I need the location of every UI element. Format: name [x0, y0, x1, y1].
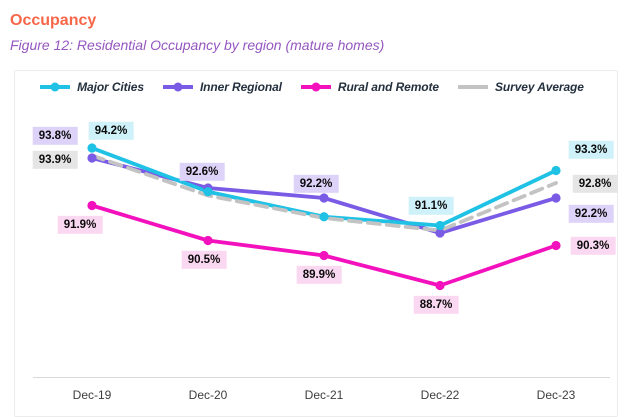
data-label-major-cities-dec-19: 94.2%: [88, 121, 134, 141]
data-label-rural-and-remote-dec-20: 90.5%: [181, 250, 227, 269]
x-axis-label-dec-19: Dec-19: [72, 388, 112, 402]
legend-label: Rural and Remote: [337, 80, 439, 94]
x-axis-label-dec-21: Dec-21: [304, 388, 344, 402]
legend-label: Major Cities: [77, 80, 144, 94]
x-axis-label-dec-23: Dec-23: [536, 388, 576, 402]
data-point-major-cities-dec-21: [319, 212, 329, 222]
legend-label: Survey Average: [494, 80, 584, 94]
legend-marker-icon: [457, 85, 488, 89]
chart-legend: Major Cities Inner Regional Rural and Remo…: [0, 80, 624, 94]
x-axis-label-dec-20: Dec-20: [188, 388, 228, 402]
legend-item-major-cities: Major Cities: [40, 80, 144, 94]
data-label-inner-regional-dec-19: 93.8%: [32, 126, 78, 146]
legend-item-rural-and-remote: Rural and Remote: [300, 80, 439, 94]
legend-marker-icon: [40, 82, 71, 92]
data-label-rural-and-remote-dec-22: 88.7%: [413, 295, 459, 314]
data-label-major-cities-dec-22: 91.1%: [408, 196, 454, 215]
data-label-inner-regional-dec-21: 92.2%: [293, 174, 339, 194]
data-point-major-cities-dec-22: [435, 220, 445, 231]
legend-item-inner-regional: Inner Regional: [162, 80, 282, 94]
data-point-inner-regional-dec-21: [319, 193, 329, 203]
data-label-rural-and-remote-dec-19: 91.9%: [57, 215, 103, 234]
data-point-rural-and-remote-dec-22: [435, 280, 445, 291]
data-label-rural-and-remote-dec-23: 90.3%: [570, 236, 616, 255]
legend-label: Inner Regional: [199, 80, 282, 94]
data-point-rural-and-remote-dec-19: [87, 200, 97, 211]
data-point-rural-and-remote-dec-20: [203, 235, 213, 246]
x-axis-line: [33, 377, 610, 378]
data-point-rural-and-remote-dec-21: [319, 250, 329, 261]
data-point-major-cities-dec-19: [87, 143, 97, 153]
data-label-inner-regional-dec-20: 92.6%: [179, 162, 225, 182]
data-label-major-cities-dec-23: 93.3%: [568, 140, 614, 159]
data-point-rural-and-remote-dec-23: [551, 240, 561, 251]
data-point-inner-regional-dec-19: [87, 153, 97, 163]
page-title: Occupancy: [10, 12, 97, 29]
data-point-inner-regional-dec-23: [551, 193, 561, 203]
data-label-survey-average-dec-19: 93.9%: [32, 150, 78, 169]
data-point-major-cities-dec-23: [551, 165, 561, 176]
data-label-rural-and-remote-dec-21: 89.9%: [296, 265, 342, 284]
legend-marker-icon: [162, 82, 193, 92]
legend-marker-icon: [300, 82, 331, 92]
x-axis-label-dec-22: Dec-22: [420, 388, 460, 402]
data-point-inner-regional-dec-22: [435, 228, 445, 238]
data-label-survey-average-dec-23: 92.8%: [572, 174, 618, 194]
figure-caption: Figure 12: Residential Occupancy by regi…: [10, 37, 385, 53]
legend-item-survey-average: Survey Average: [457, 80, 584, 94]
data-point-major-cities-dec-20: [203, 187, 213, 197]
data-label-inner-regional-dec-23: 92.2%: [568, 204, 614, 224]
